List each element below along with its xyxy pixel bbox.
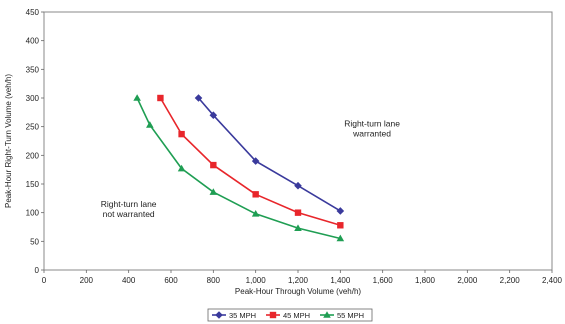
data-point-45-mph [157, 94, 164, 102]
data-point-55-mph [294, 224, 302, 231]
data-point-45-mph [210, 161, 217, 169]
annotation-line: Right-turn lane [344, 119, 400, 129]
x-tick-label: 1,600 [373, 276, 394, 285]
data-point-45-mph [337, 222, 344, 229]
y-tick-label: 300 [26, 94, 40, 103]
x-tick-label: 1,800 [415, 276, 436, 285]
x-tick-label: 200 [80, 276, 94, 285]
y-tick-label: 350 [26, 65, 40, 74]
data-point-35-mph [251, 157, 260, 165]
data-point-45-mph [294, 209, 302, 216]
legend-label-35-mph: 35 MPH [229, 311, 256, 320]
x-tick-label: 2,400 [542, 276, 563, 285]
annotation-1: Right-turn lane warranted [344, 119, 400, 139]
legend-label-55-mph: 55 MPH [337, 311, 364, 320]
series-markers [133, 94, 345, 242]
annotation-line: not warranted [103, 209, 155, 219]
legend-marker-45-mph [269, 311, 277, 319]
x-tick-label: 1,200 [288, 276, 309, 285]
data-point-55-mph [336, 234, 345, 242]
legend-label-45-mph: 45 MPH [283, 311, 310, 320]
data-point-55-mph [133, 94, 141, 101]
y-axis-ticks: 0 50 100 150 200 250 300 350 400 450 [26, 8, 44, 275]
series-line-45-mph [159, 97, 341, 227]
y-tick-label: 200 [26, 151, 40, 160]
data-point-55-mph [177, 164, 186, 172]
legend-marker-35-mph [215, 311, 223, 319]
x-tick-label: 1,000 [246, 276, 267, 285]
plot-area [43, 11, 553, 271]
data-point-45-mph [178, 130, 185, 138]
y-tick-label: 150 [26, 180, 40, 189]
x-tick-label: 0 [42, 276, 47, 285]
x-tick-label: 600 [164, 276, 178, 285]
data-point-45-mph [252, 191, 259, 198]
x-tick-label: 400 [122, 276, 136, 285]
legend-box [207, 308, 373, 322]
y-axis-label: Peak-Hour Right-Turn Volume (veh/h) [4, 74, 13, 208]
data-point-35-mph [209, 111, 218, 119]
x-axis-ticks: 0 200 400 600 800 1,000 1,200 1,400 1,600 1,800 2,… [42, 270, 563, 285]
x-tick-label: 1,400 [330, 276, 351, 285]
data-point-55-mph [146, 121, 154, 128]
data-point-55-mph [209, 188, 218, 195]
y-tick-label: 450 [26, 8, 40, 17]
y-tick-label: 0 [35, 266, 40, 275]
legend: 35 MPH 45 MPH 55 MPH [207, 308, 373, 322]
annotation-line: warranted [352, 129, 391, 139]
x-tick-label: 2,000 [457, 276, 478, 285]
y-tick-label: 400 [26, 37, 40, 46]
y-tick-label: 50 [30, 237, 39, 246]
data-point-35-mph [294, 181, 302, 190]
y-tick-label: 250 [26, 123, 40, 132]
y-tick-label: 100 [26, 209, 40, 218]
x-tick-label: 800 [207, 276, 221, 285]
data-point-35-mph [194, 94, 203, 102]
annotation-line: Right-turn lane [101, 199, 157, 209]
legend-marker-55-mph [323, 311, 331, 318]
data-point-35-mph [336, 207, 345, 215]
x-axis-label: Peak-Hour Through Volume (veh/h) [235, 287, 361, 296]
data-point-55-mph [251, 210, 260, 217]
x-tick-label: 2,200 [500, 276, 521, 285]
annotation-2: Right-turn lane not warranted [101, 199, 157, 219]
